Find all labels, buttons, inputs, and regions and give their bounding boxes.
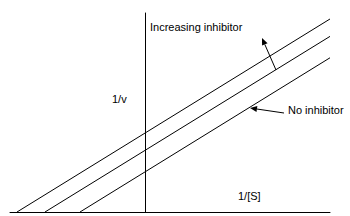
svg-text:1/[S]: 1/[S]: [238, 190, 261, 202]
svg-text:1/v: 1/v: [112, 93, 127, 105]
svg-text:Increasing inhibitor: Increasing inhibitor: [150, 21, 243, 33]
svg-text:No inhibitor: No inhibitor: [288, 104, 344, 116]
